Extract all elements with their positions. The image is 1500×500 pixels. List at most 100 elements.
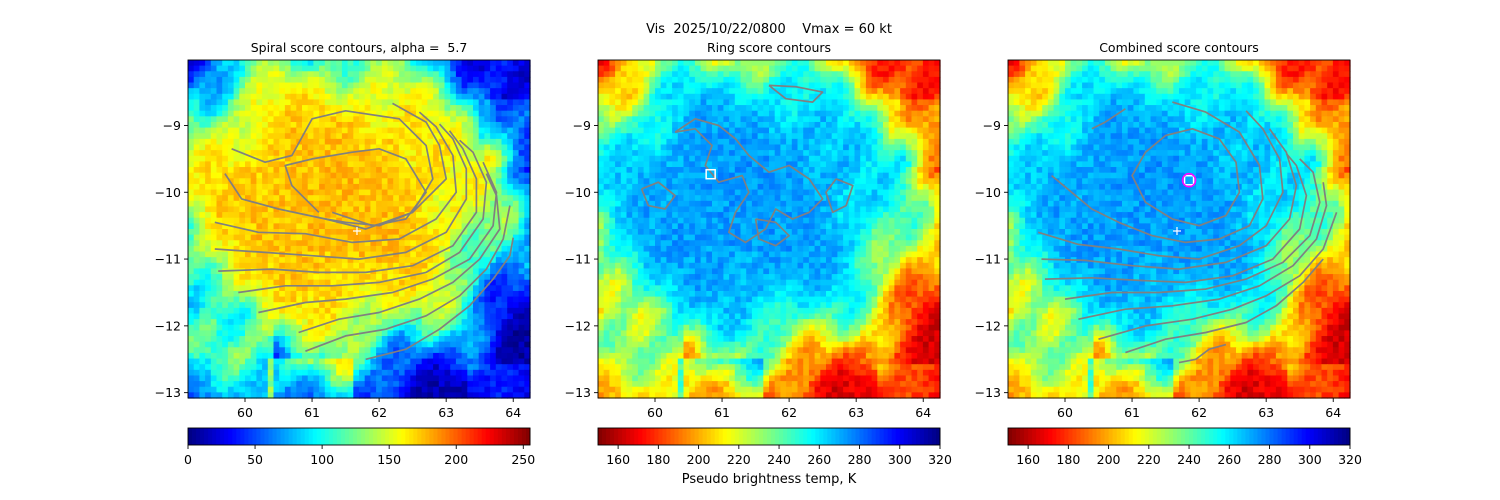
y-tick-label: −9 <box>163 118 181 133</box>
colorbar-frame <box>187 427 531 446</box>
contour-line <box>825 178 854 214</box>
contour-line <box>768 84 824 103</box>
x-tick-label: 63 <box>438 405 454 420</box>
heatmap-image <box>188 60 531 399</box>
panel-1: 60 61 62 63 64 −9 −10 −11 −12 −13 <box>155 59 531 420</box>
y-tick-label: −10 <box>155 185 181 200</box>
contour-line <box>298 173 501 334</box>
colorbar-2: 160 180 200 220 240 260 280 300 320 <box>597 427 952 467</box>
colorbar-tick-label: 200 <box>1097 452 1121 467</box>
y-tick-label: −13 <box>565 385 591 400</box>
ring-marker <box>1181 172 1197 188</box>
y-tick-label: −13 <box>155 385 181 400</box>
contour-line <box>218 130 478 274</box>
colorbar-tick-label: 160 <box>606 452 630 467</box>
colorbar-tick-label: 240 <box>1177 452 1201 467</box>
contour-line <box>640 181 676 210</box>
contour-line <box>1098 212 1338 341</box>
x-tick-label: 61 <box>1124 405 1140 420</box>
colorbar-frame <box>597 427 941 446</box>
x-tick-label: 62 <box>781 405 797 420</box>
plot-frame <box>597 59 941 399</box>
colorbar-tick-label: 150 <box>377 452 401 467</box>
x-tick-label: 60 <box>1057 405 1073 420</box>
panel-1-title: Spiral score contours, alpha = 5.7 <box>250 40 468 55</box>
colorbar-tick-label: 320 <box>1338 452 1362 467</box>
colorbar-tick-label: 280 <box>1258 452 1282 467</box>
colorbar-tick-label: 300 <box>888 452 912 467</box>
contour-line <box>231 109 434 227</box>
y-tick-label: −13 <box>975 385 1001 400</box>
x-tick-label: 62 <box>371 405 387 420</box>
contour-line <box>1078 182 1328 321</box>
colorbar-label: Pseudo brightness temp, K <box>681 472 857 487</box>
colorbar-1: 0 50 100 150 200 250 <box>184 427 535 467</box>
heatmap-image <box>598 60 941 399</box>
x-tick-label: 60 <box>237 405 253 420</box>
contour-line <box>1041 128 1298 270</box>
panel-3-title: Combined score contours <box>1099 40 1259 55</box>
contour-line <box>1064 158 1321 300</box>
y-tick-label: −12 <box>565 318 591 333</box>
figure-suptitle: Vis 2025/10/22/0800 Vmax = 60 kt <box>646 22 892 37</box>
square-marker <box>1183 174 1195 186</box>
x-tick-label: 61 <box>714 405 730 420</box>
colorbar-frame <box>1007 427 1351 446</box>
y-tick-label: −11 <box>565 252 591 267</box>
panel-3: 60 61 62 63 64 −9 −10 −11 −12 −13 <box>975 59 1351 420</box>
contour-line <box>258 161 498 314</box>
x-tick-label: 63 <box>1258 405 1274 420</box>
colorbar-tick-label: 220 <box>727 452 751 467</box>
x-tick-label: 61 <box>304 405 320 420</box>
colorbar-tick-label: 180 <box>646 452 670 467</box>
colorbar-3: 160 180 200 220 240 260 280 300 320 <box>1007 427 1362 467</box>
y-tick-label: −11 <box>155 252 181 267</box>
panel-2: 60 61 62 63 64 −9 −10 −11 −12 −13 <box>565 59 941 420</box>
colorbar-tick-label: 200 <box>687 452 711 467</box>
plot-frame <box>187 59 531 399</box>
y-tick-label: −9 <box>573 118 591 133</box>
contour-line <box>1178 343 1227 364</box>
x-tick-label: 60 <box>647 405 663 420</box>
colorbar-tick-label: 50 <box>247 452 263 467</box>
colorbar-tick-label: 260 <box>807 452 831 467</box>
y-tick-label: −10 <box>565 185 591 200</box>
colorbar-tick-label: 320 <box>928 452 952 467</box>
colorbar-tick-label: 0 <box>184 452 192 467</box>
contour-line <box>1044 152 1308 284</box>
y-tick-label: −10 <box>975 185 1001 200</box>
colorbar-tick-label: 240 <box>767 452 791 467</box>
y-tick-label: −12 <box>975 318 1001 333</box>
y-tick-label: −11 <box>975 252 1001 267</box>
colorbar-tick-label: 220 <box>1137 452 1161 467</box>
x-tick-label: 64 <box>1325 405 1341 420</box>
contour-line <box>214 111 458 244</box>
plot-frame <box>1007 59 1351 399</box>
colorbar-tick-label: 260 <box>1217 452 1241 467</box>
colorbar-tick-label: 280 <box>848 452 872 467</box>
x-tick-label: 63 <box>848 405 864 420</box>
center-marker <box>1172 227 1181 236</box>
contour-line <box>284 147 427 227</box>
colorbar-tick-label: 200 <box>444 452 468 467</box>
x-tick-label: 64 <box>505 405 521 420</box>
contour-line <box>674 117 824 244</box>
square-marker <box>705 168 716 180</box>
contour-line <box>305 205 511 352</box>
center-marker <box>352 227 361 236</box>
y-tick-label: −9 <box>983 118 1001 133</box>
x-tick-label: 62 <box>1191 405 1207 420</box>
colorbar-tick-label: 160 <box>1016 452 1040 467</box>
colorbar-tick-label: 250 <box>511 452 535 467</box>
colorbar-tick-label: 180 <box>1056 452 1080 467</box>
contour-line <box>238 139 488 294</box>
contour-line <box>1037 110 1284 260</box>
x-tick-label: 64 <box>915 405 931 420</box>
contour-line <box>1131 127 1241 227</box>
panel-2-title: Ring score contours <box>706 40 832 55</box>
contour-line <box>754 218 790 247</box>
contour-line <box>214 123 468 260</box>
contour-line <box>1051 101 1264 244</box>
colorbar-tick-label: 300 <box>1298 452 1322 467</box>
